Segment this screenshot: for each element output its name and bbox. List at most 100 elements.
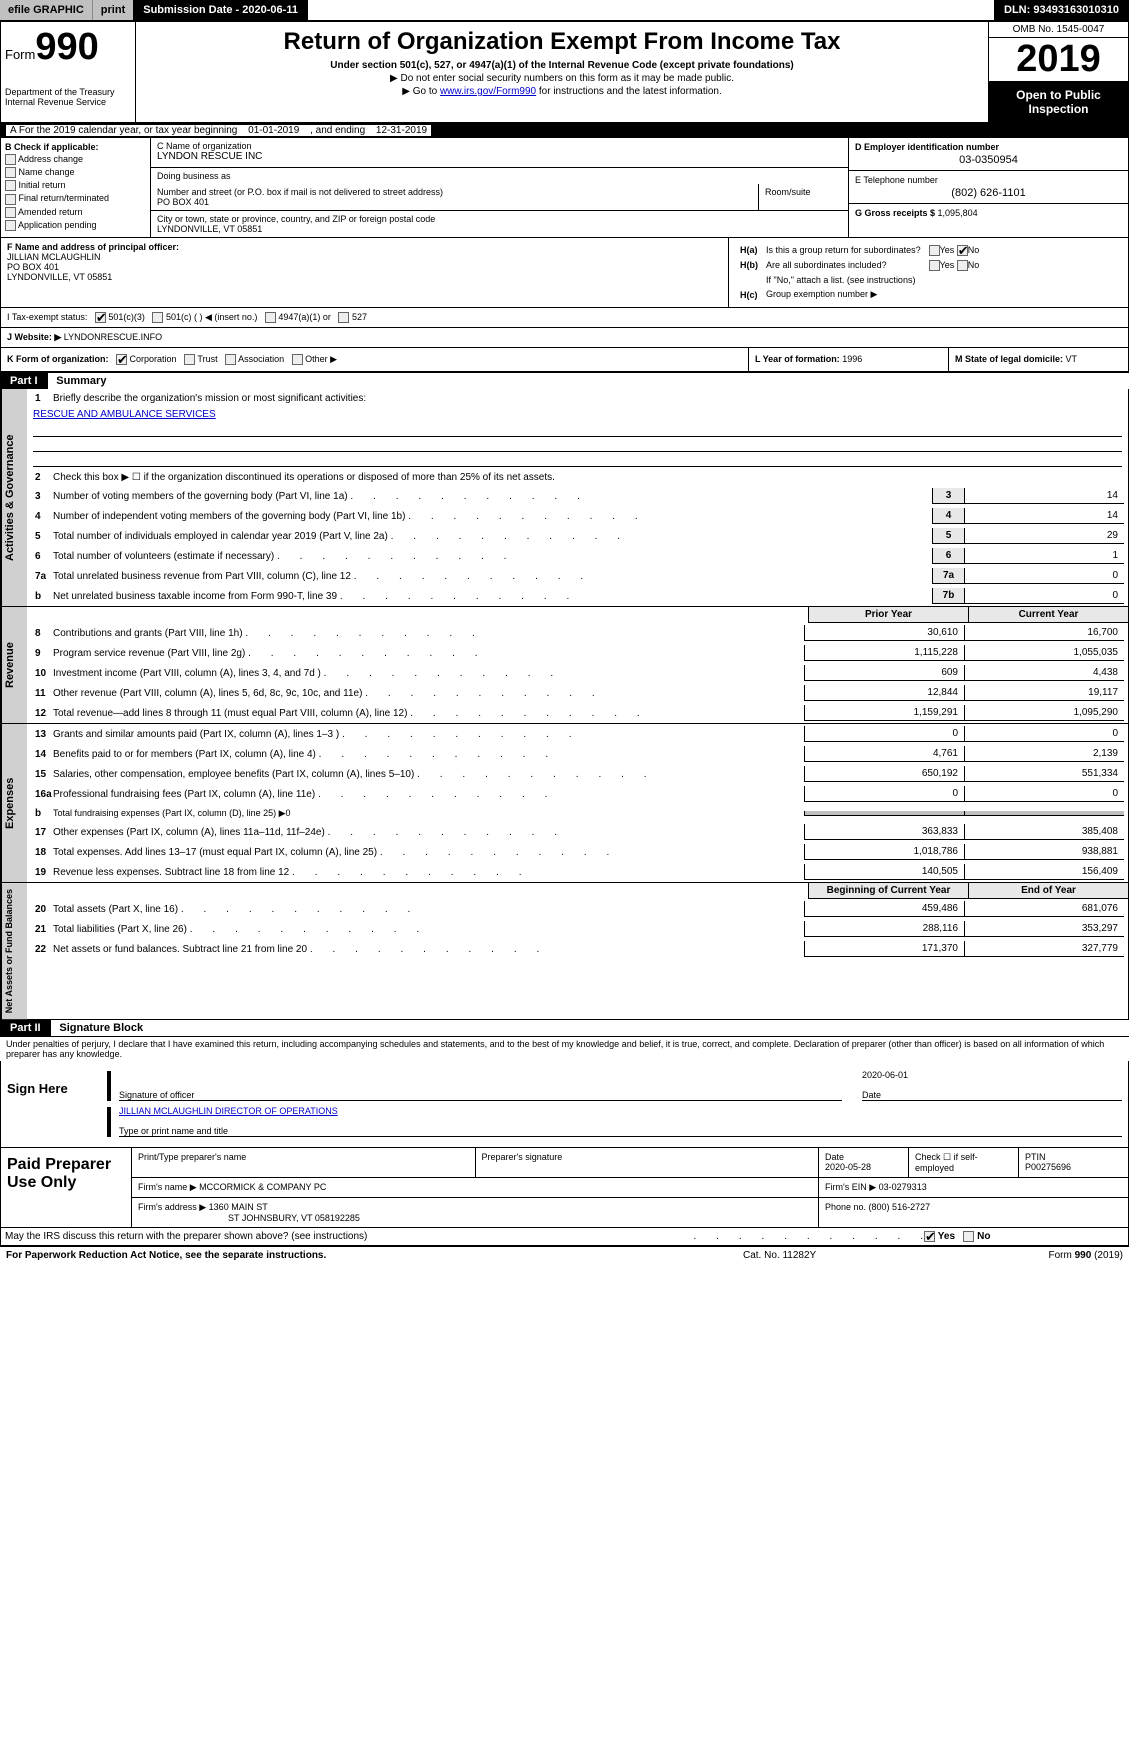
- summary-line: 6Total number of volunteers (estimate if…: [27, 546, 1128, 566]
- signature-section: Sign Here Signature of officer 2020-06-0…: [0, 1061, 1129, 1148]
- summary-line: 22Net assets or fund balances. Subtract …: [27, 939, 1128, 959]
- ha-no-checkbox[interactable]: [957, 245, 968, 256]
- applicable-checkbox[interactable]: [5, 207, 16, 218]
- subtitle-2: ▶ Do not enter social security numbers o…: [144, 73, 980, 84]
- section-d: D Employer identification number 03-0350…: [848, 138, 1128, 237]
- section-m: M State of legal domicile: VT: [948, 348, 1128, 371]
- officer-name-link[interactable]: JILLIAN MCLAUGHLIN DIRECTOR OF OPERATION…: [119, 1106, 1122, 1116]
- form-title: Return of Organization Exempt From Incom…: [144, 28, 980, 56]
- row-fh: F Name and address of principal officer:…: [0, 238, 1129, 308]
- page-footer: For Paperwork Reduction Act Notice, see …: [0, 1246, 1129, 1264]
- mission-line: [33, 453, 1122, 467]
- tax-status-checkbox[interactable]: [95, 312, 106, 323]
- header-center: Return of Organization Exempt From Incom…: [136, 22, 988, 122]
- section-c: C Name of organization LYNDON RESCUE INC…: [151, 138, 848, 237]
- summary-line: 21Total liabilities (Part X, line 26) 28…: [27, 919, 1128, 939]
- department: Department of the Treasury Internal Reve…: [5, 87, 131, 107]
- summary-line: 11Other revenue (Part VIII, column (A), …: [27, 683, 1128, 703]
- org-form-checkbox[interactable]: [292, 354, 303, 365]
- gross-receipts: G Gross receipts $ 1,095,804: [849, 204, 1128, 222]
- section-h: H(a)Is this a group return for subordina…: [728, 238, 1128, 307]
- org-form-checkbox[interactable]: [116, 354, 127, 365]
- part1-governance: Activities & Governance 1Briefly describ…: [0, 389, 1129, 607]
- form-header: Form990 Department of the Treasury Inter…: [0, 21, 1129, 123]
- applicable-checkbox[interactable]: [5, 154, 16, 165]
- summary-line: 17Other expenses (Part IX, column (A), l…: [27, 822, 1128, 842]
- checkbox-row: Application pending: [5, 220, 146, 231]
- section-l: L Year of formation: 1996: [748, 348, 948, 371]
- summary-line: 16aProfessional fundraising fees (Part I…: [27, 784, 1128, 804]
- summary-line: 10Investment income (Part VIII, column (…: [27, 663, 1128, 683]
- checkbox-row: Name change: [5, 167, 146, 178]
- summary-line: 5Total number of individuals employed in…: [27, 526, 1128, 546]
- ein-cell: D Employer identification number 03-0350…: [849, 138, 1128, 171]
- header-right: OMB No. 1545-0047 2019 Open to Public In…: [988, 22, 1128, 122]
- phone-cell: E Telephone number (802) 626-1101: [849, 171, 1128, 204]
- header-left: Form990 Department of the Treasury Inter…: [1, 22, 136, 122]
- row-i: I Tax-exempt status: 501(c)(3) 501(c) ( …: [0, 308, 1129, 328]
- applicable-checkbox[interactable]: [5, 220, 16, 231]
- paid-preparer-section: Paid Preparer Use Only Print/Type prepar…: [0, 1148, 1129, 1228]
- hb-no-checkbox[interactable]: [957, 260, 968, 271]
- tax-status-checkbox[interactable]: [265, 312, 276, 323]
- section-b: B Check if applicable: Address change Na…: [1, 138, 151, 237]
- subtitle-1: Under section 501(c), 527, or 4947(a)(1)…: [144, 60, 980, 71]
- summary-line: 18Total expenses. Add lines 13–17 (must …: [27, 842, 1128, 862]
- section-j: J Website: ▶ LYNDONRESCUE.INFO: [1, 328, 1128, 347]
- summary-line: 13Grants and similar amounts paid (Part …: [27, 724, 1128, 744]
- summary-line: 4Number of independent voting members of…: [27, 506, 1128, 526]
- org-name-cell: C Name of organization LYNDON RESCUE INC: [151, 138, 848, 167]
- discuss-no-checkbox[interactable]: [963, 1231, 974, 1242]
- part1-revenue: Revenue Prior YearCurrent Year 8Contribu…: [0, 607, 1129, 724]
- summary-line: 3Number of voting members of the governi…: [27, 486, 1128, 506]
- tax-year: 2019: [989, 38, 1128, 82]
- row-k: K Form of organization: Corporation Trus…: [0, 348, 1129, 372]
- form-number: Form990: [5, 26, 131, 69]
- city-cell: City or town, state or province, country…: [151, 211, 848, 237]
- summary-line: 12Total revenue—add lines 8 through 11 (…: [27, 703, 1128, 723]
- tax-status-checkbox[interactable]: [152, 312, 163, 323]
- room-cell: Room/suite: [758, 184, 848, 210]
- omb-number: OMB No. 1545-0047: [989, 22, 1128, 38]
- summary-line: 7aTotal unrelated business revenue from …: [27, 566, 1128, 586]
- summary-line: 8Contributions and grants (Part VIII, li…: [27, 623, 1128, 643]
- ha-yes-checkbox[interactable]: [929, 245, 940, 256]
- row-j: J Website: ▶ LYNDONRESCUE.INFO: [0, 328, 1129, 348]
- applicable-checkbox[interactable]: [5, 167, 16, 178]
- vtab-revenue: Revenue: [1, 607, 27, 723]
- part1-expenses: Expenses 13Grants and similar amounts pa…: [0, 724, 1129, 883]
- tax-status-checkbox[interactable]: [338, 312, 349, 323]
- open-public: Open to Public Inspection: [989, 82, 1128, 122]
- discuss-yes-checkbox[interactable]: [924, 1231, 935, 1242]
- summary-line: 14Benefits paid to or for members (Part …: [27, 744, 1128, 764]
- checkbox-row: Amended return: [5, 207, 146, 218]
- vtab-expenses: Expenses: [1, 724, 27, 882]
- section-i: I Tax-exempt status: 501(c)(3) 501(c) ( …: [1, 308, 1128, 327]
- org-form-checkbox[interactable]: [225, 354, 236, 365]
- mission-text: RESCUE AND AMBULANCE SERVICES: [27, 407, 1128, 422]
- instructions-link[interactable]: www.irs.gov/Form990: [440, 86, 536, 97]
- discuss-row: May the IRS discuss this return with the…: [0, 1228, 1129, 1246]
- vtab-netassets: Net Assets or Fund Balances: [1, 883, 27, 1019]
- summary-line: bNet unrelated business taxable income f…: [27, 586, 1128, 606]
- part1-netassets: Net Assets or Fund Balances Beginning of…: [0, 883, 1129, 1020]
- org-form-checkbox[interactable]: [184, 354, 195, 365]
- summary-line: bTotal fundraising expenses (Part IX, co…: [27, 804, 1128, 822]
- checkbox-row: Final return/terminated: [5, 193, 146, 204]
- paid-preparer-label: Paid Preparer Use Only: [1, 1148, 131, 1227]
- part1-header: Part I Summary: [0, 372, 1129, 389]
- mission-line: [33, 423, 1122, 437]
- applicable-checkbox[interactable]: [5, 180, 16, 191]
- vtab-governance: Activities & Governance: [1, 389, 27, 606]
- address-cell: Number and street (or P.O. box if mail i…: [151, 184, 758, 210]
- mission-line: [33, 438, 1122, 452]
- summary-line: 15Salaries, other compensation, employee…: [27, 764, 1128, 784]
- print-button[interactable]: print: [92, 0, 133, 20]
- subtitle-3: ▶ Go to www.irs.gov/Form990 for instruct…: [144, 86, 980, 97]
- sign-here-label: Sign Here: [1, 1061, 101, 1147]
- hb-yes-checkbox[interactable]: [929, 260, 940, 271]
- applicable-checkbox[interactable]: [5, 194, 16, 205]
- entity-block: B Check if applicable: Address change Na…: [0, 138, 1129, 238]
- summary-line: 19Revenue less expenses. Subtract line 1…: [27, 862, 1128, 882]
- submission-date: Submission Date - 2020-06-11: [133, 0, 308, 20]
